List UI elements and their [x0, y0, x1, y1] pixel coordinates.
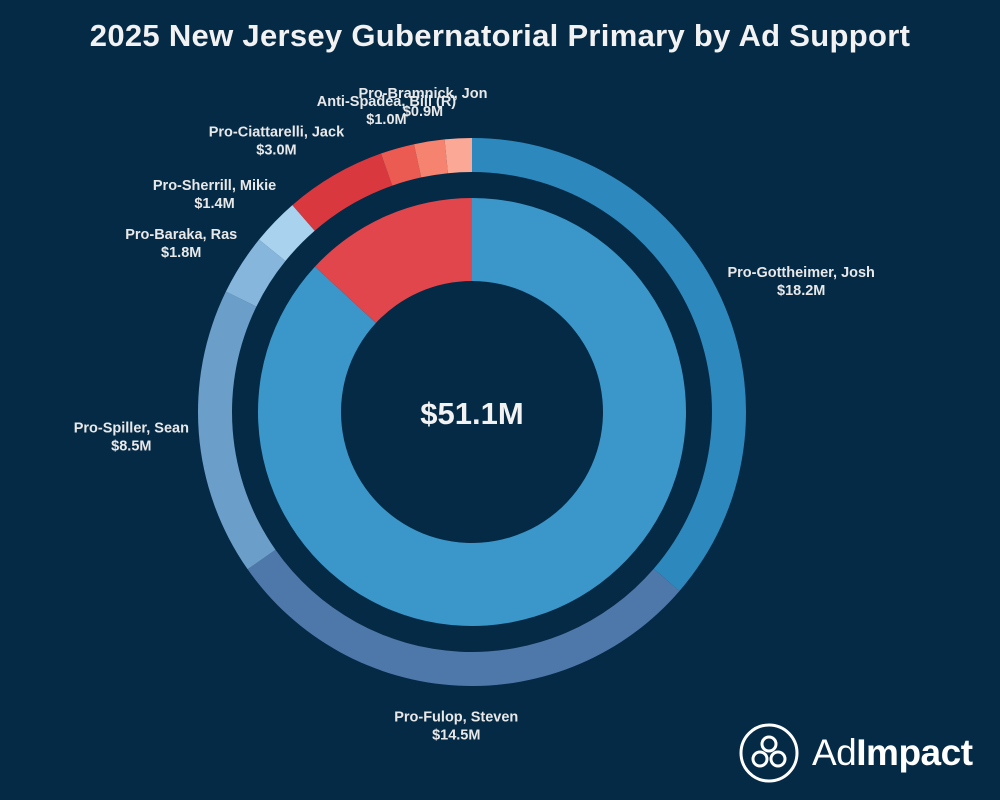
outer-slice-unlabeled [444, 138, 472, 174]
logo-text-bold: Impact [856, 732, 973, 773]
inner-ring [258, 198, 686, 626]
slice-labels: Pro-Gottheimer, Josh $18.2M Pro-Fulop, Ste… [74, 86, 875, 744]
adimpact-logo-text: AdImpact [812, 732, 973, 774]
outer-slice-pro-sherrill-mikie [259, 205, 315, 262]
label-name-anti-spadea-bill-r: Anti-Spadea, Bill (R) [317, 94, 457, 110]
label-value-pro-ciattarelli-jack: $3.0M [256, 143, 296, 159]
label-name-pro-gottheimer-josh: Pro-Gottheimer, Josh [727, 265, 874, 281]
outer-slice-pro-ciattarelli-jack [292, 153, 393, 231]
adimpact-logo-icon [739, 723, 799, 783]
label-value-pro-baraka-ras: $1.8M [161, 245, 201, 261]
label-name-pro-bramnick-jon: Pro-Bramnick, Jon [359, 86, 488, 102]
outer-slice-pro-bramnick-jon [414, 139, 448, 178]
label-value-anti-spadea-bill-r: $1.0M [366, 112, 406, 128]
logo-text-light: Ad [812, 732, 857, 773]
label-name-pro-spiller-sean: Pro-Spiller, Sean [74, 421, 189, 437]
adimpact-logo: AdImpact [738, 722, 973, 784]
label-name-pro-fulop-steven: Pro-Fulop, Steven [394, 710, 518, 726]
label-name-pro-baraka-ras: Pro-Baraka, Ras [125, 227, 237, 243]
label-name-pro-ciattarelli-jack: Pro-Ciattarelli, Jack [209, 125, 345, 141]
outer-slice-anti-spadea-bill-r [380, 144, 422, 186]
outer-slice-pro-gottheimer-josh [472, 138, 746, 591]
outer-slice-pro-fulop-steven [247, 549, 680, 686]
chart-title: 2025 New Jersey Gubernatorial Primary by… [89, 18, 911, 53]
outer-slice-pro-spiller-sean [197, 291, 276, 570]
total-label: $51.1M [420, 396, 523, 431]
inner-slice-republican [314, 198, 472, 323]
label-value-pro-fulop-steven: $14.5M [432, 728, 480, 744]
label-name-pro-sherrill-mikie: Pro-Sherrill, Mikie [153, 178, 276, 194]
outer-slice-pro-baraka-ras [225, 239, 286, 307]
outer-ring [197, 138, 746, 686]
label-value-pro-spiller-sean: $8.5M [111, 439, 151, 455]
label-value-pro-sherrill-mikie: $1.4M [194, 196, 234, 212]
label-value-pro-bramnick-jon: $0.9M [403, 104, 443, 120]
label-value-pro-gottheimer-josh: $18.2M [777, 283, 825, 299]
inner-slice-democratic [258, 198, 686, 626]
